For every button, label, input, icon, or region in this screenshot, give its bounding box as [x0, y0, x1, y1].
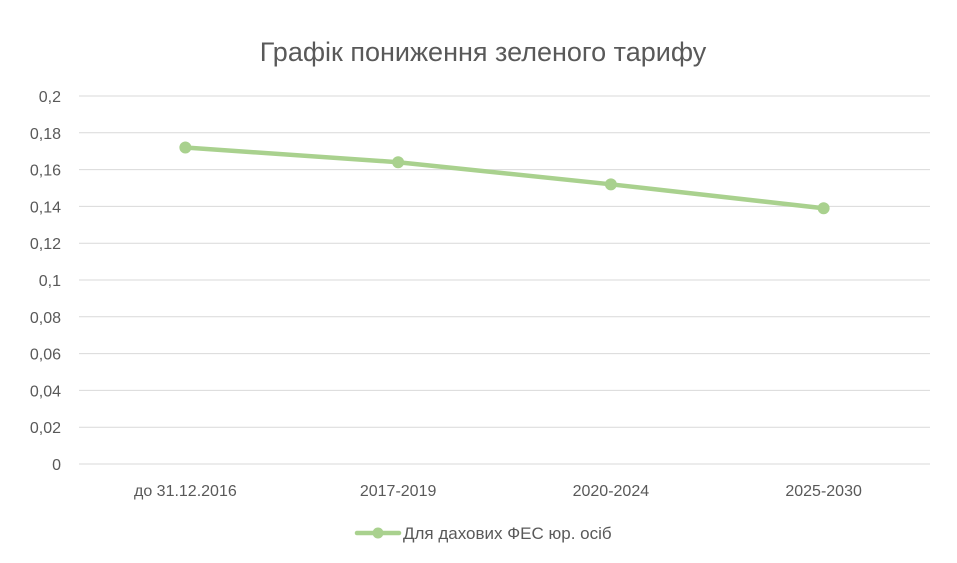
- x-tick-label: 2017-2019: [360, 483, 437, 500]
- y-tick-label: 0,08: [30, 310, 61, 327]
- y-tick-label: 0,18: [30, 126, 61, 143]
- y-tick-label: 0,1: [39, 273, 61, 290]
- y-tick-label: 0,2: [39, 89, 61, 106]
- chart-title: Графік пониження зеленого тарифу: [260, 37, 707, 67]
- series-layer: [179, 141, 830, 215]
- y-tick-label: 0,14: [30, 199, 61, 216]
- legend: Для дахових ФЕС юр. осіб: [354, 524, 612, 543]
- y-tick-label: 0,04: [30, 383, 61, 400]
- legend-label: Для дахових ФЕС юр. осіб: [403, 524, 612, 543]
- x-tick-label: до 31.12.2016: [134, 483, 237, 500]
- y-tick-label: 0,02: [30, 420, 61, 437]
- data-point: [392, 156, 405, 169]
- data-point: [817, 202, 830, 215]
- x-tick-label: 2025-2030: [785, 483, 862, 500]
- y-tick-label: 0,16: [30, 163, 61, 180]
- data-point: [604, 178, 617, 191]
- y-tick-label: 0,06: [30, 347, 61, 364]
- data-point: [179, 141, 192, 154]
- legend-marker-swatch: [372, 527, 384, 539]
- series-line: [183, 145, 826, 211]
- y-tick-label: 0,12: [30, 236, 61, 253]
- y-axis-tick-labels: 0 0,02 0,04 0,06 0,08 0,1 0,12 0,14 0,16 0,18 0,2: [30, 89, 61, 474]
- x-axis-tick-labels: до 31.12.2016 2017-2019 2020-2024 2025-2030: [134, 483, 862, 500]
- y-tick-label: 0: [52, 457, 61, 474]
- gridlines: [79, 95, 930, 465]
- x-tick-label: 2020-2024: [573, 483, 650, 500]
